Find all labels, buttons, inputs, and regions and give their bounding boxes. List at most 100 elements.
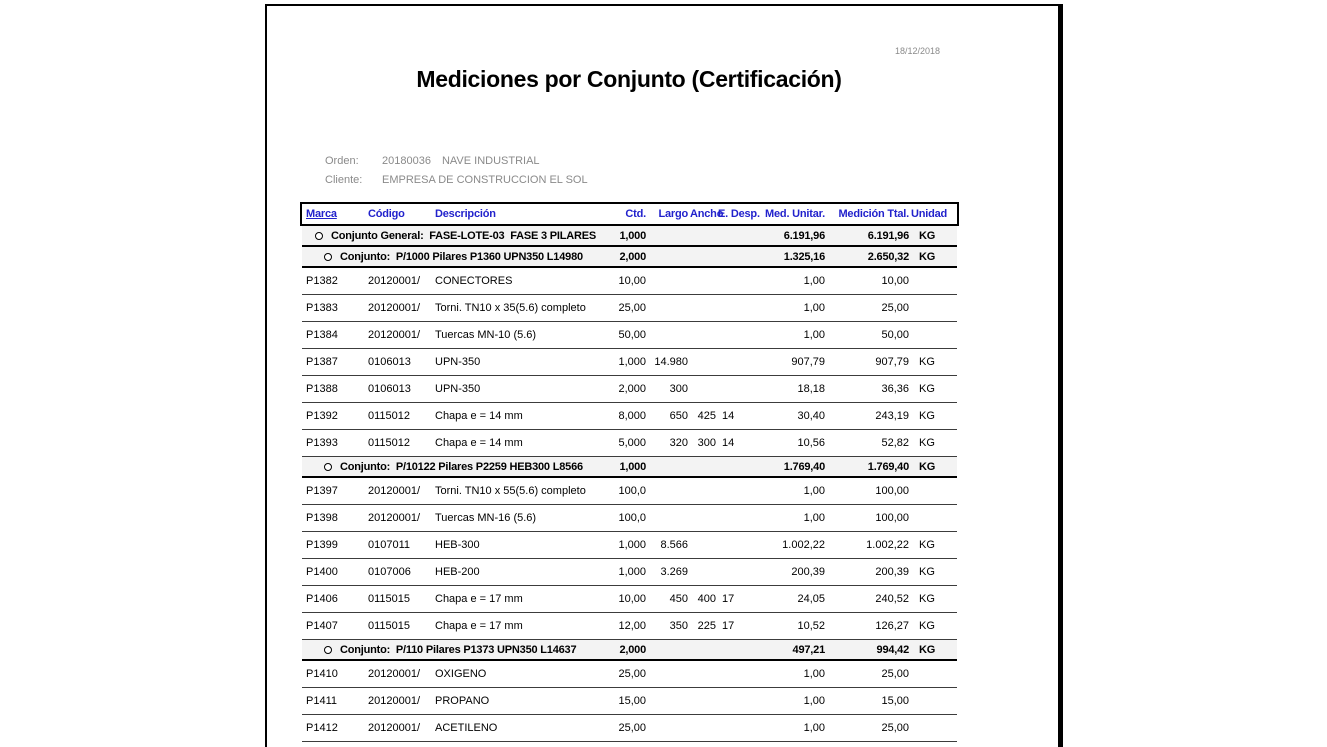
table-row: P1384 20120001/Tuercas MN-10 (5.6) 50,00 1,…: [302, 322, 957, 349]
cell-marca: P1412: [306, 722, 338, 734]
cell-e_desp: 14: [722, 410, 735, 422]
cell-med_ttal: 25,00: [881, 722, 909, 734]
cell-e_desp: 14: [722, 437, 735, 449]
cell-unidad: KG: [919, 566, 935, 578]
cell-codigo: 0115012: [368, 437, 411, 449]
order-info-block: Orden: 20180036 NAVE INDUSTRIAL Cliente:…: [325, 152, 588, 190]
orden-number: 20180036: [382, 155, 431, 167]
cell-med_ttal: 6.191,96: [867, 229, 909, 242]
cell-ctd: 1,000: [618, 356, 646, 368]
cell-med_ttal: 25,00: [881, 302, 909, 314]
table-row: P1393 0115012 Chapa e = 14 mm 5,000 320 300 14…: [302, 430, 957, 457]
cell-med_ttal: 907,79: [875, 356, 909, 368]
col-header-desc: Descripción: [435, 208, 496, 220]
cell-med_ttal: 25,00: [881, 668, 909, 680]
table-row: P1410 20120001/OXIGENO 25,00 1,00 25,00: [302, 661, 957, 688]
cell-ctd: 50,00: [618, 329, 646, 341]
cell-largo: 650: [669, 410, 688, 422]
cell-ctd: 10,00: [618, 275, 646, 287]
cell-codigo: 0115015: [368, 593, 411, 605]
col-header-e_desp: E. Desp.: [718, 208, 760, 220]
cell-largo: 8.566: [660, 539, 688, 551]
cell-codigo: 20120001/: [368, 722, 420, 734]
table-row: P1412 20120001/ACETILENO 25,00 1,00 25,00: [302, 715, 957, 742]
cell-codigo: 20120001/: [368, 695, 420, 707]
group-lead: Conjunto: P/1000 Pilares P1360 UPN350 L1…: [302, 251, 615, 263]
table-row: P1392 0115012 Chapa e = 14 mm 8,000 650 425 14…: [302, 403, 957, 430]
cell-unidad: KG: [919, 383, 935, 395]
table-row: P1398 20120001/Tuercas MN-16 (5.6) 100,0 1,…: [302, 505, 957, 532]
cell-unidad: KG: [919, 643, 936, 656]
cell-largo: 3.269: [660, 566, 688, 578]
cell-med_unitar: 1,00: [803, 512, 825, 524]
cliente-row: Cliente: EMPRESA DE CONSTRUCCION EL SOL: [325, 171, 588, 190]
cell-codigo: 0115012: [368, 410, 411, 422]
group-lead: Conjunto General: FASE-LOTE-03 FASE 3 PI…: [302, 230, 615, 242]
cell-marca: P1406: [306, 593, 338, 605]
table-row: P1382 20120001/CONECTORES 10,00 1,00 10,00: [302, 268, 957, 295]
cell-codigo: 0107011: [368, 539, 411, 551]
cell-unidad: KG: [919, 620, 935, 632]
cell-marca: P1387: [306, 356, 338, 368]
tree-node-icon[interactable]: [324, 645, 332, 654]
cell-med_unitar: 1,00: [803, 275, 825, 287]
cell-ctd: 2,000: [618, 383, 646, 395]
cell-desc: UPN-350: [435, 356, 481, 368]
col-header-largo: Largo: [658, 208, 688, 220]
cell-largo: 450: [669, 593, 688, 605]
cell-ctd: 10,00: [618, 593, 646, 605]
group-row: Conjunto: P/10122 Pilares P2259 HEB300 L…: [302, 457, 957, 478]
cell-med_unitar: 10,56: [797, 437, 825, 449]
cell-ctd: 2,000: [619, 250, 646, 263]
cell-med_unitar: 1.769,40: [783, 460, 825, 473]
col-header-marca[interactable]: Marca: [306, 208, 337, 220]
cell-med_unitar: 200,39: [791, 566, 825, 578]
col-header-unidad: Unidad: [911, 208, 948, 220]
cell-codigo: 20120001/: [368, 668, 420, 680]
cell-codigo: 0115015: [368, 620, 411, 632]
tree-node-icon[interactable]: [324, 462, 332, 471]
cell-desc: Tuercas MN-10 (5.6): [435, 329, 537, 341]
table-row: P1387 0106013 UPN-350 1,000 14.980 907,79 907,…: [302, 349, 957, 376]
group-title: Conjunto: P/110 Pilares P1373 UPN350 L14…: [340, 643, 577, 656]
cell-ctd: 15,00: [618, 695, 646, 707]
col-header-ancho: Ancho: [690, 208, 724, 220]
table-row: P1397 20120001/Torni. TN10 x 55(5.6) comp…: [302, 478, 957, 505]
measurements-table: Marca Código Descripción Ctd. Largo Ancho E. D…: [300, 202, 959, 742]
group-lead: Conjunto: P/10122 Pilares P2259 HEB300 L…: [302, 461, 615, 473]
cell-med_unitar: 1,00: [803, 302, 825, 314]
cell-ctd: 25,00: [618, 722, 646, 734]
cell-med_ttal: 1.002,22: [866, 539, 909, 551]
cell-desc: ACETILENO: [435, 722, 498, 734]
cell-largo: 14.980: [654, 356, 688, 368]
cell-codigo: 20120001/: [368, 485, 420, 497]
cell-ancho: 400: [697, 593, 716, 605]
cell-codigo: 0106013: [368, 383, 411, 395]
cell-desc: Torni. TN10 x 55(5.6) completo: [435, 485, 586, 497]
cell-med_ttal: 50,00: [881, 329, 909, 341]
cell-med_unitar: 1,00: [803, 329, 825, 341]
cell-med_unitar: 497,21: [792, 643, 826, 656]
cell-med_unitar: 6.191,96: [783, 229, 825, 242]
cell-largo: 300: [669, 383, 688, 395]
cliente-label: Cliente:: [325, 174, 363, 186]
cell-codigo: 20120001/: [368, 302, 420, 314]
tree-node-icon[interactable]: [315, 231, 323, 240]
cell-desc: Tuercas MN-16 (5.6): [435, 512, 537, 524]
tree-node-icon[interactable]: [324, 252, 332, 261]
cell-med_ttal: 52,82: [881, 437, 909, 449]
cell-desc: CONECTORES: [435, 275, 513, 287]
cell-ctd: 25,00: [618, 668, 646, 680]
cell-marca: P1383: [306, 302, 338, 314]
cell-ancho: 300: [697, 437, 716, 449]
cell-ctd: 1,000: [619, 229, 646, 242]
cell-ctd: 100,0: [618, 512, 646, 524]
cell-marca: P1400: [306, 566, 338, 578]
cell-ctd: 8,000: [618, 410, 646, 422]
cell-med_unitar: 1,00: [803, 485, 825, 497]
cell-med_ttal: 15,00: [881, 695, 909, 707]
col-header-med_ttal: Medición Ttal.: [838, 208, 909, 220]
table-row: P1388 0106013 UPN-350 2,000 300 18,18 36,36 KG: [302, 376, 957, 403]
cell-med_unitar: 1.325,16: [783, 250, 825, 263]
cell-e_desp: 17: [722, 620, 735, 632]
